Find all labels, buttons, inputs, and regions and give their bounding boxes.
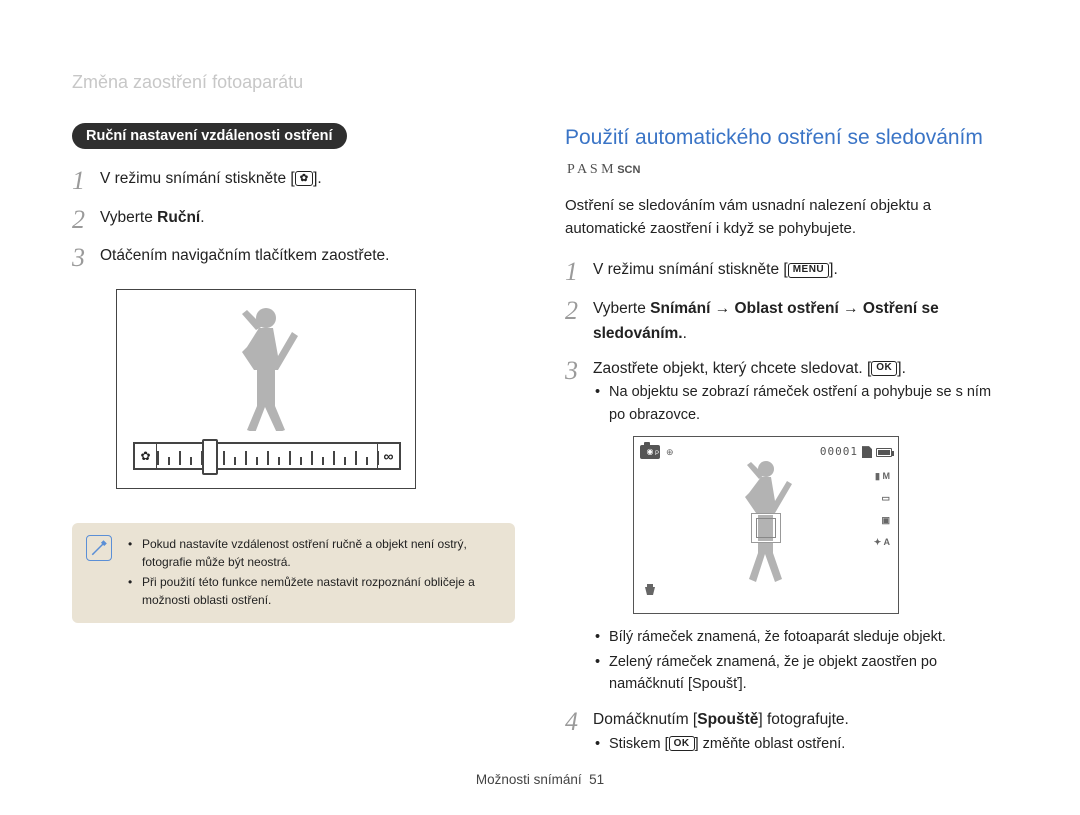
quality-icon: ▭ xyxy=(881,491,890,505)
page-header: Změna zaostření fotoaparátu xyxy=(72,72,1008,93)
step-number: 1 xyxy=(565,258,593,287)
left-step-2: 2 Vyberte Ruční. xyxy=(72,206,515,235)
step-text: Domáčknutím [ xyxy=(593,711,697,728)
lcd-sidebar: ▮ M ▭ ▣ ✦ A xyxy=(874,469,890,549)
result-bullets: Bílý rámeček znamená, že fotoaparát sled… xyxy=(595,626,1008,695)
step-text-end: ] fotografujte. xyxy=(758,711,848,728)
section-title: Použití automatického ostření se sledová… xyxy=(565,123,1008,184)
title-text: Použití automatického ostření se sledová… xyxy=(565,126,983,149)
stabilizer-icon xyxy=(642,581,658,606)
right-step-3: 3 Zaostřete objekt, který chcete sledova… xyxy=(565,357,1008,698)
flower-key-icon: ✿ xyxy=(295,171,313,186)
step-text: V režimu snímání stiskněte [ xyxy=(100,170,295,187)
boy-figure-icon xyxy=(226,306,306,436)
note-item: Pokud nastavíte vzdálenost ostření ručně… xyxy=(128,535,499,571)
left-step-3: 3 Otáčením navigačním tlačítkem zaostřet… xyxy=(72,244,515,273)
mode-icons: P A S M SCN xyxy=(567,160,640,180)
step-number: 3 xyxy=(565,357,593,386)
step-number: 2 xyxy=(565,297,593,326)
lcd-topbar: ◉P ⊕ 00001 xyxy=(640,443,892,461)
sub-item: Na objektu se zobrazí rámeček ostření a … xyxy=(595,381,1008,426)
sd-card-icon xyxy=(862,446,872,458)
note-list: Pokud nastavíte vzdálenost ostření ručně… xyxy=(128,535,499,611)
macro-endcap-icon: ✿ xyxy=(135,444,157,468)
page-footer: Možnosti snímání 51 xyxy=(0,772,1080,787)
step-text: Vyberte xyxy=(593,300,650,317)
section-pill: Ruční nastavení vzdálenosti ostření xyxy=(72,123,347,149)
size-icon: ▮ M xyxy=(875,469,890,483)
metering-icon: ▣ xyxy=(881,513,890,527)
footer-section: Možnosti snímání xyxy=(476,772,582,787)
ok-key-icon: OK xyxy=(871,361,897,376)
note-box: Pokud nastavíte vzdálenost ostření ručně… xyxy=(72,523,515,623)
step-text-end: ]. xyxy=(829,261,838,278)
intro-paragraph: Ostření se sledováním vám usnadní naleze… xyxy=(565,194,1008,241)
sub-item: Stiskem [OK] změňte oblast ostření. xyxy=(595,733,1008,755)
battery-icon xyxy=(876,448,892,457)
step-bold: Ruční xyxy=(157,209,200,226)
lcd-illustration: ◉P ⊕ 00001 ▮ M ▭ ▣ xyxy=(633,436,899,614)
step-number: 2 xyxy=(72,206,100,235)
right-step-1: 1 V režimu snímání stiskněte [MENU]. xyxy=(565,258,1008,287)
note-item: Při použití této funkce nemůžete nastavi… xyxy=(128,573,499,609)
step-text: V režimu snímání stiskněte [ xyxy=(593,261,788,278)
left-step-1: 1 V režimu snímání stiskněte [✿]. xyxy=(72,167,515,196)
step-text: Vyberte xyxy=(100,209,157,226)
slider-knob[interactable] xyxy=(202,439,218,475)
step-text-end: . xyxy=(200,209,204,226)
focus-illustration: ✿ ∞ xyxy=(116,289,416,489)
counter: 00001 xyxy=(820,443,858,461)
page: Změna zaostření fotoaparátu Ruční nastav… xyxy=(0,0,1080,797)
ok-key-icon: OK xyxy=(669,736,695,751)
step-text-end: . xyxy=(683,325,687,342)
slider-scale xyxy=(157,444,377,468)
left-column: Ruční nastavení vzdálenosti ostření 1 V … xyxy=(72,123,515,767)
bullet-item: Bílý rámeček znamená, že fotoaparát sled… xyxy=(595,626,1008,648)
step-number: 1 xyxy=(72,167,100,196)
step-text-end: ]. xyxy=(897,360,906,377)
timestamp-icon: ⊕ xyxy=(666,445,674,459)
step-sublist: Na objektu se zobrazí rámeček ostření a … xyxy=(595,381,1008,426)
tracking-frame-icon xyxy=(752,514,780,542)
columns: Ruční nastavení vzdálenosti ostření 1 V … xyxy=(72,123,1008,767)
step-bold: Spouště xyxy=(697,711,758,728)
focus-slider[interactable]: ✿ ∞ xyxy=(133,442,401,470)
step-number: 3 xyxy=(72,244,100,273)
step-text: Otáčením navigačním tlačítkem zaostřete. xyxy=(100,244,515,269)
note-icon xyxy=(86,535,112,561)
right-column: Použití automatického ostření se sledová… xyxy=(565,123,1008,767)
bullet-item: Zelený rámeček znamená, že je objekt zao… xyxy=(595,651,1008,696)
step-text: Zaostřete objekt, který chcete sledovat.… xyxy=(593,360,871,377)
infinity-endcap-icon: ∞ xyxy=(377,444,399,468)
step-text-end: ]. xyxy=(313,170,322,187)
page-number: 51 xyxy=(589,772,604,787)
camera-mode-icon: ◉P xyxy=(640,445,660,459)
step-sublist: Stiskem [OK] změňte oblast ostření. xyxy=(595,733,1008,755)
flash-icon: ✦ A xyxy=(874,535,890,549)
step-number: 4 xyxy=(565,708,593,737)
right-step-2: 2 Vyberte Snímání → Oblast ostření → Ost… xyxy=(565,297,1008,347)
menu-key-icon: MENU xyxy=(788,263,829,278)
right-step-4: 4 Domáčknutím [Spouště] fotografujte. St… xyxy=(565,708,1008,757)
